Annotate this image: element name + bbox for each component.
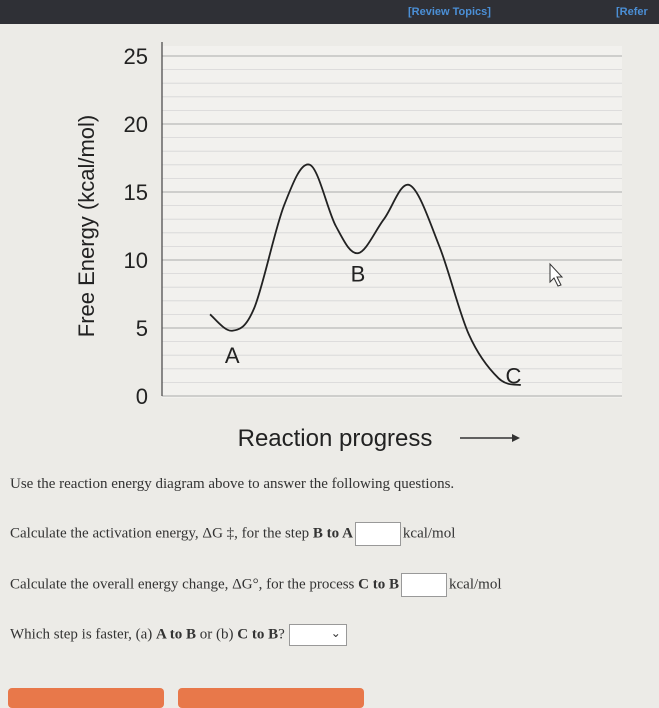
review-topics-link[interactable]: [Review Topics] [408, 6, 491, 18]
q2-process: C to B [358, 576, 399, 593]
activation-energy-input[interactable] [354, 522, 401, 546]
q3-option-b: C to B [237, 626, 279, 643]
references-link[interactable]: [Refer [616, 6, 648, 18]
point-label-a: A [225, 343, 240, 368]
top-bar: [Review Topics] [Refer [0, 0, 659, 24]
faster-step-select[interactable]: ⌄ [288, 624, 347, 646]
q3-suffix: ? [278, 626, 285, 643]
y-tick-label: 20 [124, 112, 148, 137]
point-label-c: C [505, 364, 521, 389]
y-tick-label: 0 [136, 384, 148, 409]
y-axis-label: Free Energy (kcal/mol) [74, 115, 99, 338]
q3-option-a: A to B [156, 626, 197, 643]
chevron-down-icon: ⌄ [330, 626, 341, 640]
q1-mid: , for the step [234, 525, 313, 542]
q2-prefix: Calculate the overall energy change, ΔG°… [10, 576, 359, 593]
double-dagger-symbol: ‡ [226, 525, 235, 542]
instructions-text: Use the reaction energy diagram above to… [10, 476, 455, 492]
y-tick-label: 25 [124, 44, 148, 69]
next-button[interactable] [178, 688, 364, 708]
x-axis-label: Reaction progress [238, 425, 433, 452]
submit-button[interactable] [8, 688, 164, 708]
energy-diagram: 0 5 10 15 20 25 Free Energy (kcal/mol) Reaction… [74, 42, 622, 452]
question-faster-step: Which step is faster, (a) A to B or (b) … [10, 624, 347, 646]
question-overall-energy: Calculate the overall energy change, ΔG°… [10, 573, 502, 597]
point-label-b: B [351, 262, 366, 287]
y-tick-label: 15 [124, 180, 148, 205]
plot-area [162, 46, 622, 398]
y-tick-label: 5 [136, 316, 148, 341]
q1-prefix: Calculate the activation energy, ΔG [10, 525, 223, 542]
energy-curve [209, 163, 522, 387]
question-activation-energy: Calculate the activation energy, ΔG ‡, f… [10, 522, 455, 546]
q3-mid: or (b) [196, 626, 238, 643]
y-tick-label: 10 [124, 248, 148, 273]
q3-prefix: Which step is faster, (a) [10, 626, 157, 643]
cursor-icon [549, 262, 564, 287]
q2-unit: kcal/mol [449, 576, 502, 593]
x-axis-arrow-head [512, 434, 520, 442]
q1-step: B to A [312, 525, 353, 542]
q1-unit: kcal/mol [402, 525, 456, 542]
overall-energy-input[interactable] [401, 573, 447, 597]
